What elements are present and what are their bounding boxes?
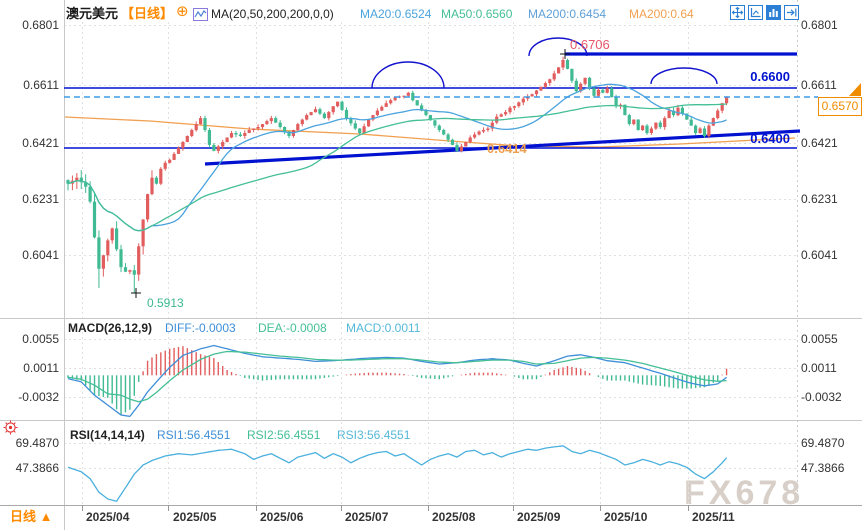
- macd-axis-label: 0.0055: [801, 332, 838, 346]
- ma200-value-2: MA200:0.64: [629, 7, 694, 21]
- indicator-chart-icon[interactable]: [193, 8, 208, 21]
- x-axis-label: 2025/04: [86, 510, 130, 524]
- add-indicator-icon[interactable]: ⊕: [176, 3, 189, 20]
- y-axis-label: 0.6611: [801, 78, 837, 92]
- rsi-axis-label: 47.3866: [15, 461, 59, 475]
- y-axis-label: 0.6421: [801, 136, 838, 150]
- y-axis-label: 0.6231: [22, 192, 59, 206]
- ma-settings: MA(20,50,200,200,0,0): [211, 7, 334, 21]
- current-price-badge: 0.6570: [818, 97, 862, 116]
- ma200-inline-label: 0.6414: [487, 141, 527, 156]
- symbol-name: 澳元美元: [66, 6, 119, 21]
- macd-dea-value: DEA:-0.0008: [258, 321, 327, 335]
- y-axis-label: 0.6801: [22, 18, 59, 32]
- x-axis-label: 2025/08: [432, 510, 476, 524]
- x-axis-label: 2025/07: [345, 510, 389, 524]
- macd-title: MACD(26,12,9): [68, 321, 153, 335]
- level-6400-label: 0.6400: [750, 131, 790, 146]
- level-6600-label: 0.6600: [750, 69, 790, 84]
- y-axis-label: 0.6231: [801, 192, 838, 206]
- macd-diff-value: DIFF:-0.0003: [165, 321, 236, 335]
- macd-axis-label: -0.0032: [18, 390, 59, 404]
- y-axis-label: 0.6041: [801, 248, 838, 262]
- period-tag: 【日线】: [121, 6, 174, 21]
- ma20-value: MA20:0.6524: [360, 7, 432, 21]
- y-axis-label: 0.6801: [801, 18, 838, 32]
- y-axis-label: 0.6611: [23, 78, 59, 92]
- move-tool-icon[interactable]: [730, 5, 745, 20]
- macd-value: MACD:0.0011: [346, 321, 421, 335]
- y-axis-label: 0.6041: [22, 248, 59, 262]
- macd-axis-label: 0.0011: [801, 361, 837, 375]
- rsi-axis-label: 69.4870: [15, 436, 59, 450]
- rsi-axis-label: 47.3866: [801, 461, 845, 475]
- ma50-value: MA50:0.6560: [441, 7, 513, 21]
- resistance-high-label: 0.6706: [570, 37, 610, 52]
- macd-axis-label: 0.0055: [22, 332, 59, 346]
- x-axis-label: 2025/06: [260, 510, 304, 524]
- x-axis-label: 2025/10: [604, 510, 648, 524]
- rsi-title: RSI(14,14,14): [70, 428, 145, 442]
- indicator-settings-icon[interactable]: [3, 420, 18, 435]
- x-axis-label: 2025/05: [173, 510, 217, 524]
- export-tool-icon[interactable]: [784, 5, 799, 20]
- rsi-axis-label: 69.4870: [801, 436, 845, 450]
- rsi2-value: RSI2:56.4551: [247, 428, 321, 442]
- zoom-area-tool-icon[interactable]: [748, 5, 763, 20]
- period-dropdown-button[interactable]: 日线 ▲: [10, 509, 53, 524]
- x-axis-label: 2025/09: [517, 510, 561, 524]
- rsi1-value: RSI1:56.4551: [157, 428, 231, 442]
- macd-axis-label: -0.0032: [801, 390, 842, 404]
- chart-style-tool-icon[interactable]: [766, 5, 781, 20]
- rsi3-value: RSI3:56.4551: [337, 428, 411, 442]
- y-axis-label: 0.6421: [22, 136, 59, 150]
- x-axis-label: 2025/11: [692, 510, 735, 524]
- ma200-value-1: MA200:0.6454: [528, 7, 607, 21]
- macd-axis-label: 0.0011: [23, 361, 59, 375]
- swing-low-label: 0.5913: [147, 296, 184, 310]
